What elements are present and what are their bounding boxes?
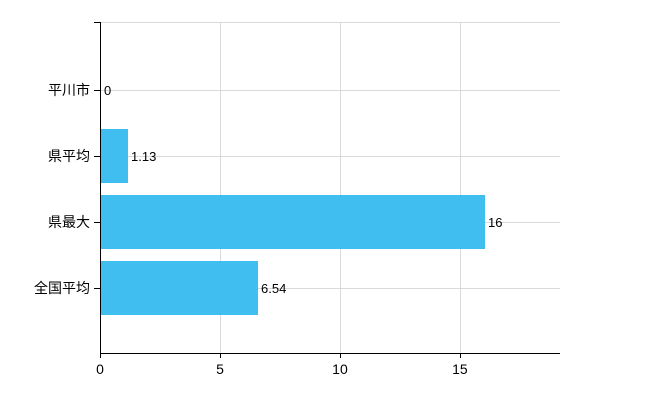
- y-axis-tick: [94, 222, 100, 223]
- bar: [101, 261, 258, 315]
- category-label: 県平均: [48, 148, 90, 164]
- category-label: 県最大: [48, 214, 90, 230]
- x-axis-tick: [219, 353, 221, 358]
- x-axis-tick: [100, 353, 101, 358]
- bar: [101, 195, 485, 249]
- x-axis-tick: [339, 353, 341, 358]
- bar-value-label: 6.54: [261, 281, 287, 296]
- category-gridline: [100, 90, 560, 91]
- y-axis-tick: [94, 288, 100, 289]
- x-axis-tick: [459, 353, 461, 358]
- bar-value-label: 1.13: [131, 149, 157, 164]
- y-axis-tick: [94, 90, 100, 91]
- x-axis-tick-label: 5: [216, 361, 224, 377]
- x-axis-tick-label: 0: [96, 361, 104, 377]
- category-label: 全国平均: [34, 280, 90, 296]
- x-gridline: [459, 22, 461, 353]
- y-axis-top-tick: [94, 22, 101, 23]
- y-axis: [100, 22, 101, 353]
- bar-value-label: 16: [488, 215, 503, 230]
- y-axis-tick: [94, 156, 100, 157]
- bar: [101, 129, 128, 183]
- x-axis: [100, 353, 560, 354]
- bar-value-label: 0: [104, 83, 112, 98]
- x-gridline: [339, 22, 341, 353]
- x-axis-tick-label: 15: [452, 361, 468, 377]
- plot-top-border: [100, 22, 560, 23]
- category-label: 平川市: [48, 82, 90, 98]
- x-gridline: [219, 22, 221, 353]
- category-gridline: [100, 288, 560, 289]
- category-gridline: [100, 156, 560, 157]
- x-axis-tick-label: 10: [332, 361, 348, 377]
